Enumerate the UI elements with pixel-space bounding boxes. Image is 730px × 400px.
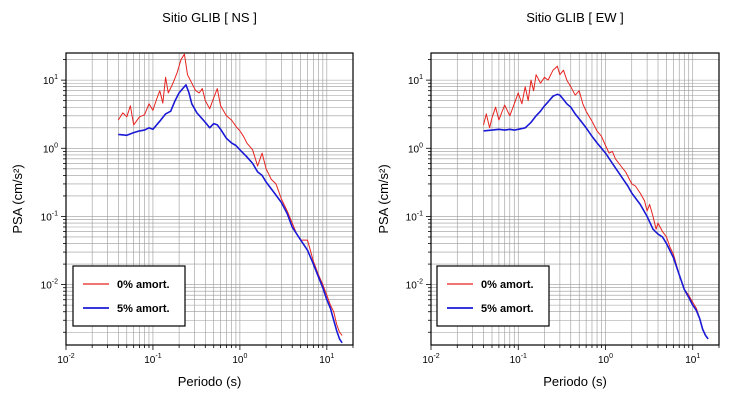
x-tick-label: 10-2 (57, 353, 74, 366)
y-axis-label: PSA (cm/s²) (376, 164, 391, 233)
series-line-amort-5 (118, 84, 343, 344)
x-axis-label: Periodo (s) (178, 374, 242, 389)
x-axis-label: Periodo (s) (543, 374, 607, 389)
axis-ticks (426, 59, 720, 350)
legend-label-amort-0: 0% amort. (481, 279, 534, 291)
plot-frame (65, 52, 354, 346)
chart-title: Sitio GLIB [ EW ] (526, 10, 624, 25)
y-tick-label: 100 (408, 142, 423, 155)
legend-label-amort-0: 0% amort. (117, 279, 170, 291)
x-tick-label: 10-1 (144, 353, 161, 366)
series-line-amort-0 (483, 65, 709, 340)
plot-frame (430, 52, 720, 346)
legend: 0% amort. 5% amort. (436, 265, 550, 327)
legend-box (436, 265, 550, 327)
legend-box (72, 265, 186, 327)
x-tick-label: 100 (232, 353, 247, 366)
y-tick-label: 100 (43, 142, 58, 155)
y-tick-label: 101 (408, 74, 423, 87)
x-tick-label: 10-1 (510, 353, 527, 366)
legend: 0% amort. 5% amort. (72, 265, 186, 327)
chart-title: Sitio GLIB [ NS ] (162, 10, 257, 25)
x-tick-label: 101 (685, 353, 700, 366)
axis-ticks (61, 59, 354, 350)
chart-panel-1: 10-2 10-1 100 101 10-2 10-1 100 101 Sitio GLIB [… (10, 10, 354, 389)
x-tick-label: 10-2 (422, 353, 439, 366)
y-tick-label: 10-2 (41, 279, 58, 292)
x-tick-label: 100 (598, 353, 613, 366)
series-line-amort-0 (117, 53, 343, 336)
y-tick-label: 10-2 (406, 279, 423, 292)
series-line-amort-5 (483, 93, 709, 340)
legend-label-amort-5: 5% amort. (481, 303, 534, 315)
chart-panel-2: 10-2 10-1 100 101 10-2 10-1 100 101 Sitio GLIB [… (376, 10, 720, 389)
legend-label-amort-5: 5% amort. (117, 303, 170, 315)
y-tick-label: 101 (43, 74, 58, 87)
y-tick-label: 10-1 (406, 210, 423, 223)
y-axis-label: PSA (cm/s²) (10, 164, 25, 233)
y-tick-label: 10-1 (41, 210, 58, 223)
x-tick-label: 101 (319, 353, 334, 366)
